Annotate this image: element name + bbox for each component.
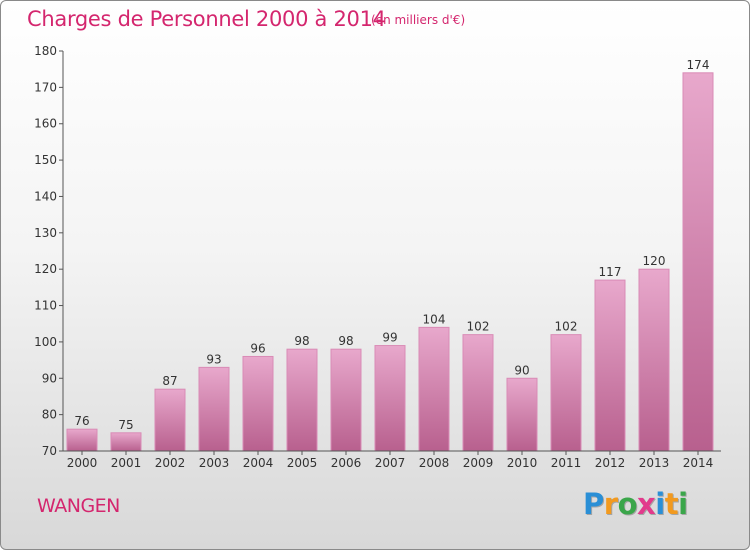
logo-letter: r: [603, 487, 618, 521]
chart-subtitle: (en milliers d'€): [371, 13, 466, 27]
x-tick-label: 2010: [507, 456, 538, 470]
y-tick-label: 140: [34, 189, 57, 203]
data-label: 76: [74, 414, 89, 428]
x-tick-label: 2002: [155, 456, 186, 470]
x-tick-label: 2011: [551, 456, 582, 470]
logo-letter: x: [637, 487, 656, 521]
x-tick-label: 2014: [683, 456, 714, 470]
x-tick-label: 2012: [595, 456, 626, 470]
y-axis: 70 80 90 100 110 120 130 140 150 160 170 180: [34, 44, 64, 458]
y-tick-label: 130: [34, 226, 57, 240]
proxiti-logo: Proxiti: [583, 487, 688, 521]
x-tick-label: 2005: [287, 456, 318, 470]
logo-letter: o: [617, 487, 638, 521]
bar-2014: [682, 72, 714, 452]
x-tick-label: 2007: [375, 456, 406, 470]
y-tick-label: 70: [42, 444, 57, 458]
bar-2008: [418, 326, 450, 452]
x-tick-label: 2003: [199, 456, 230, 470]
data-label: 98: [338, 334, 353, 348]
x-tick-label: 2009: [463, 456, 494, 470]
bar-2003: [198, 366, 230, 452]
bar-2004: [242, 355, 274, 452]
bar-2006: [330, 348, 362, 452]
data-label: 174: [687, 58, 710, 72]
bar-2009: [462, 334, 494, 452]
bar-2012: [594, 279, 626, 452]
data-label: 102: [467, 320, 490, 334]
data-label: 96: [250, 341, 265, 355]
data-label: 120: [643, 254, 666, 268]
y-tick-label: 150: [34, 153, 57, 167]
data-label: 99: [382, 331, 397, 345]
x-axis: 2000 2001 2002 2003 2004 2005 2006 2007 2008 2009…: [63, 450, 721, 470]
x-tick-label: 2001: [111, 456, 142, 470]
logo-letter: i: [655, 487, 665, 521]
bar-2000: [66, 428, 98, 452]
data-label: 102: [555, 320, 578, 334]
y-tick-label: 180: [34, 44, 57, 58]
logo-letter: t: [664, 487, 679, 521]
y-tick-label: 90: [42, 371, 57, 385]
x-tick-label: 2004: [243, 456, 274, 470]
data-label: 87: [162, 374, 177, 388]
data-label: 104: [423, 312, 446, 326]
bar-2013: [638, 268, 670, 452]
x-tick-label: 2006: [331, 456, 362, 470]
bar-2001: [110, 432, 142, 452]
data-label: 90: [514, 363, 529, 377]
y-tick-label: 120: [34, 262, 57, 276]
logo-letter: i: [678, 487, 688, 521]
y-tick-label: 110: [34, 299, 57, 313]
data-label: 93: [206, 352, 221, 366]
chart-title: Charges de Personnel 2000 à 2014: [27, 7, 386, 31]
y-tick-label: 80: [42, 408, 57, 422]
bar-2005: [286, 348, 318, 452]
data-label: 98: [294, 334, 309, 348]
data-label: 117: [599, 265, 622, 279]
city-name: WANGEN: [37, 495, 120, 517]
y-tick-label: 170: [34, 80, 57, 94]
x-tick-label: 2013: [639, 456, 670, 470]
data-label: 75: [118, 418, 133, 432]
bar-2010: [506, 377, 538, 452]
bar-2007: [374, 345, 406, 452]
logo-letter: P: [583, 487, 604, 521]
bars: 76 75 87 93 96 98 98 99 104 102 90 102 117 120 174: [66, 58, 714, 452]
y-tick-label: 100: [34, 335, 57, 349]
x-tick-label: 2000: [67, 456, 98, 470]
bar-2002: [154, 388, 186, 452]
x-tick-label: 2008: [419, 456, 450, 470]
y-tick-label: 160: [34, 117, 57, 131]
bar-2011: [550, 334, 582, 452]
